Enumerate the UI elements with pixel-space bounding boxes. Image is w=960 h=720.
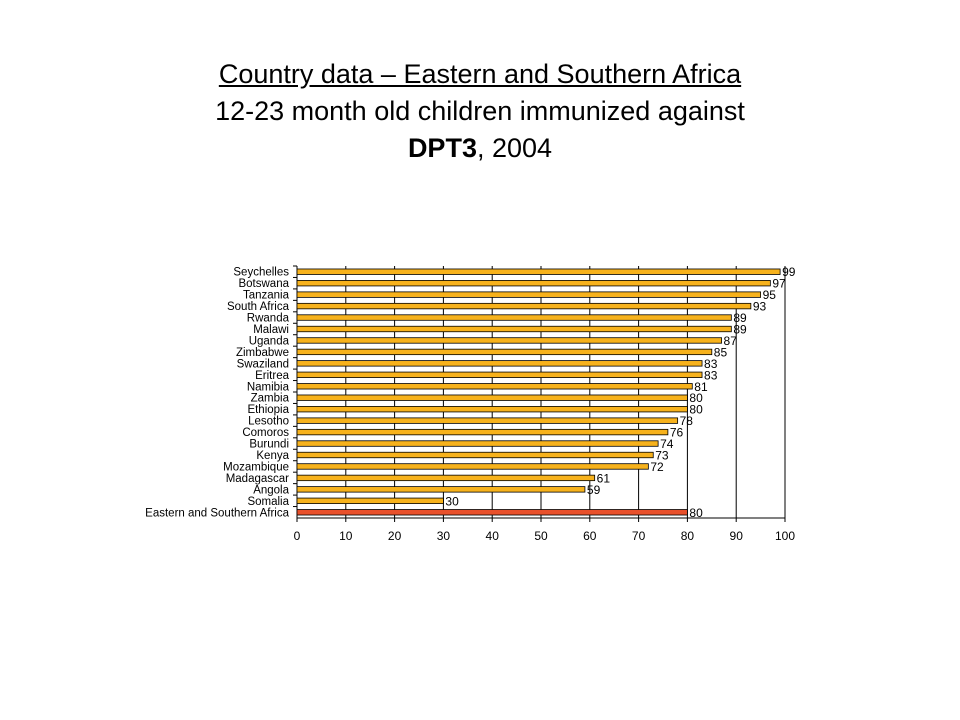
- category-label: Ethiopia: [247, 404, 289, 416]
- x-tick-label: 40: [486, 529, 500, 543]
- bar: [296, 440, 659, 447]
- category-label: Rwanda: [247, 313, 290, 325]
- category-label: Botswana: [238, 278, 289, 290]
- category-label: Malawi: [253, 324, 289, 336]
- category-label: Zambia: [251, 393, 290, 405]
- category-label: Eastern and Southern Africa: [145, 507, 289, 519]
- bar: [296, 417, 679, 424]
- x-tick-label: 60: [583, 529, 597, 543]
- bar: [296, 383, 693, 390]
- category-label: Swaziland: [237, 358, 289, 370]
- bar: [296, 268, 781, 275]
- bar: [296, 451, 654, 459]
- x-tick-label: 50: [534, 529, 548, 543]
- bar: [296, 406, 688, 413]
- data-label: 93: [753, 300, 767, 314]
- data-label: 61: [597, 471, 611, 485]
- category-label: Lesotho: [248, 416, 289, 428]
- data-label: 76: [670, 426, 684, 440]
- x-tick-label: 30: [437, 529, 451, 543]
- data-label: 99: [782, 265, 796, 279]
- data-label: 89: [733, 323, 747, 337]
- title-line-1: Country data – Eastern and Southern Afri…: [218, 59, 742, 89]
- bar: [296, 302, 752, 310]
- bar: [296, 325, 732, 333]
- category-label: South Africa: [227, 301, 290, 313]
- bar: [296, 291, 762, 298]
- bar: [296, 394, 688, 401]
- bar: [296, 486, 586, 493]
- bar: [296, 463, 649, 470]
- data-label: 80: [689, 391, 703, 405]
- x-tick-label: 70: [632, 529, 646, 543]
- data-label: 74: [660, 437, 674, 451]
- bar: [296, 360, 703, 367]
- data-label: 78: [680, 414, 694, 428]
- category-label: Kenya: [256, 450, 289, 462]
- data-label: 73: [655, 449, 669, 463]
- category-label: Somalia: [247, 496, 289, 508]
- x-tick-label: 10: [339, 529, 353, 543]
- title-year: , 2004: [476, 133, 553, 163]
- category-label: Uganda: [249, 335, 290, 347]
- data-label: 80: [689, 403, 703, 417]
- data-label: 72: [650, 460, 664, 474]
- title-line-3: DPT3, 2004: [0, 130, 960, 167]
- category-label: Madagascar: [226, 473, 289, 485]
- category-label: Angola: [253, 484, 289, 496]
- data-label: 87: [724, 334, 738, 348]
- category-label: Comoros: [242, 427, 289, 439]
- title-vaccine: DPT3: [407, 133, 477, 163]
- x-tick-label: 100: [775, 529, 795, 543]
- category-label: Burundi: [249, 439, 289, 451]
- data-label: 97: [772, 277, 786, 291]
- data-label: 30: [445, 494, 459, 508]
- bar: [296, 497, 444, 504]
- data-label: 81: [694, 380, 708, 394]
- bar: [296, 428, 669, 436]
- category-label: Zimbabwe: [236, 347, 289, 359]
- category-label: Tanzania: [243, 290, 290, 302]
- category-label: Mozambique: [223, 461, 289, 473]
- data-label: 80: [689, 506, 703, 520]
- data-label: 85: [714, 345, 728, 359]
- bar: [296, 348, 713, 356]
- data-label: 59: [587, 483, 601, 497]
- bar: [296, 280, 771, 287]
- data-label: 83: [704, 357, 718, 371]
- bar: [296, 314, 732, 321]
- bar: [296, 371, 703, 378]
- title-line-2: 12-23 month old children immunized again…: [215, 96, 745, 126]
- x-tick-label: 80: [681, 529, 695, 543]
- x-tick-label: 20: [388, 529, 402, 543]
- bar: [296, 337, 722, 344]
- bar: [296, 474, 596, 482]
- category-label: Namibia: [247, 381, 290, 393]
- data-label: 95: [763, 288, 777, 302]
- bar: [296, 509, 688, 516]
- category-label: Seychelles: [233, 267, 289, 279]
- data-label: 83: [704, 368, 718, 382]
- data-label: 89: [733, 311, 747, 325]
- x-tick-label: 0: [294, 529, 301, 543]
- category-label: Eritrea: [255, 370, 289, 382]
- chart-title: Country data – Eastern and Southern Afri…: [0, 56, 960, 167]
- x-tick-label: 90: [730, 529, 744, 543]
